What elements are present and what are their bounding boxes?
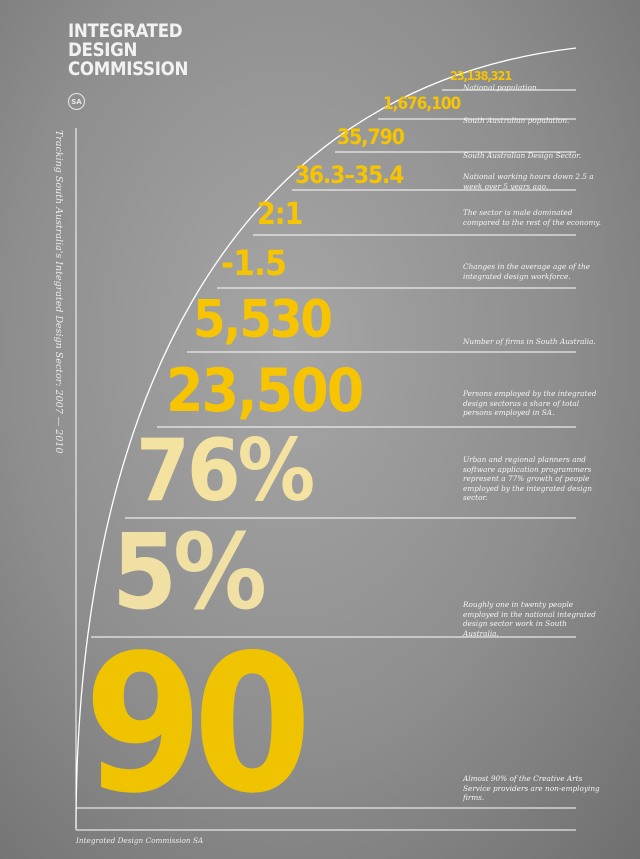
stat-gender-ratio: 2:1 bbox=[257, 197, 303, 232]
stat-share-percent: 5% bbox=[112, 511, 267, 633]
growth-curve bbox=[75, 47, 577, 829]
desc-number-of-firms: Number of firms in South Australia. bbox=[463, 337, 596, 346]
logo-line-1: INTEGRATED bbox=[68, 21, 183, 42]
stat-growth-percent: 76% bbox=[136, 421, 315, 521]
desc-national-population: National population. bbox=[463, 83, 539, 92]
desc-sa-population: South Australian population. bbox=[463, 116, 570, 125]
stat-national-population: 23,138,321 bbox=[450, 68, 512, 83]
stat-working-hours: 36.3–35.4 bbox=[295, 161, 404, 189]
logo-line-2: DESIGN bbox=[68, 40, 138, 61]
logo-line-3: COMMISSION bbox=[68, 59, 189, 80]
desc-non-employing: Almost 90% of the Creative Arts Service … bbox=[463, 774, 600, 803]
stat-sa-population: 1,676,100 bbox=[383, 94, 461, 114]
stat-persons-employed: 23,500 bbox=[166, 356, 364, 426]
stat-number-of-firms: 5,530 bbox=[193, 290, 333, 350]
stat-age-change: -1.5 bbox=[221, 244, 287, 284]
desc-share-percent: Roughly one in twenty people employed in… bbox=[463, 600, 596, 638]
logo: INTEGRATED DESIGN COMMISSION bbox=[68, 22, 188, 79]
stat-non-employing: 90 bbox=[84, 614, 312, 835]
desc-gender-ratio: The sector is male dominated compared to… bbox=[463, 208, 601, 227]
stat-design-sector: 35,790 bbox=[337, 125, 405, 149]
desc-design-sector: South Australian Design Sector. bbox=[463, 151, 582, 160]
footer-credit: Integrated Design Commission SA bbox=[76, 836, 204, 845]
desc-working-hours: National working hours down 2.5 a week o… bbox=[463, 172, 594, 191]
desc-persons-employed: Persons employed by the integrated desig… bbox=[463, 389, 597, 418]
desc-growth-percent: Urban and regional planners and software… bbox=[463, 455, 592, 503]
logo-sa-badge: SA bbox=[68, 93, 85, 110]
divider-lines bbox=[76, 89, 576, 809]
desc-age-change: Changes in the average age of the integr… bbox=[463, 262, 590, 281]
